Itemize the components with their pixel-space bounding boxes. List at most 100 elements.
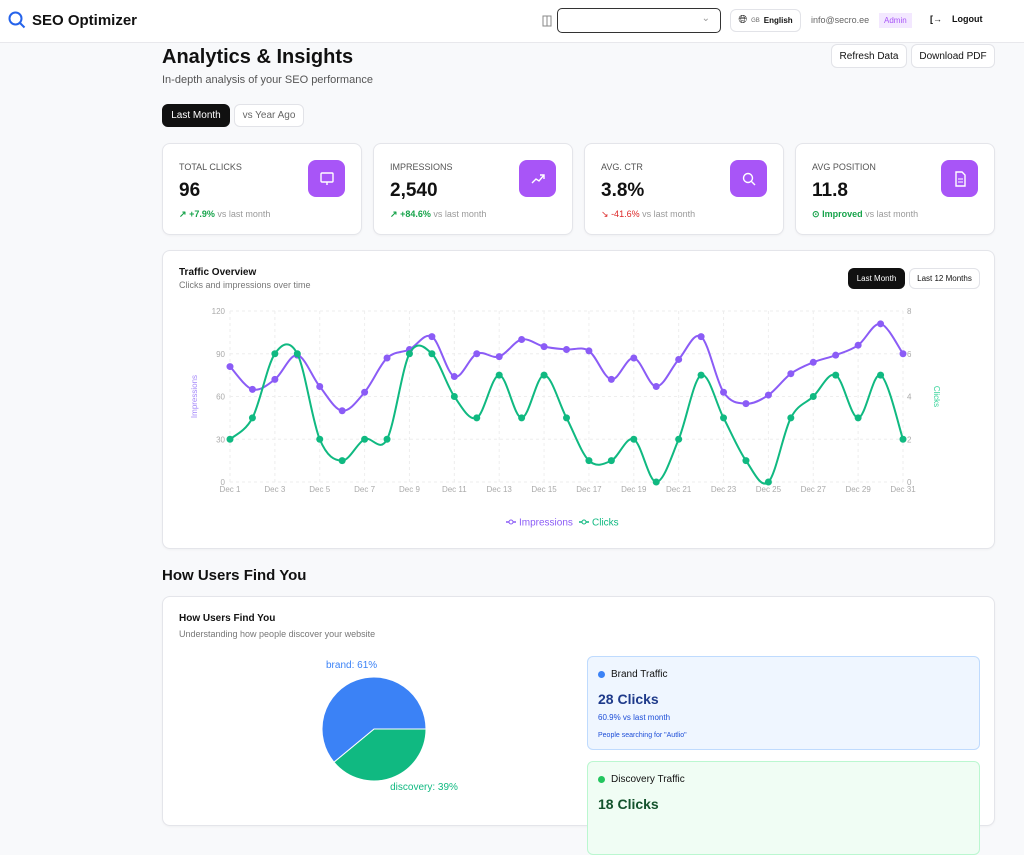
x-tick: Dec 11: [442, 485, 467, 494]
language-button[interactable]: 🌐︎ GB English: [730, 9, 801, 32]
data-point-impressions[interactable]: [563, 345, 570, 353]
data-point-clicks[interactable]: [316, 435, 324, 443]
data-point-clicks[interactable]: [540, 371, 548, 379]
data-point-clicks[interactable]: [675, 435, 683, 443]
data-point-impressions[interactable]: [854, 341, 862, 349]
range-last-12-months[interactable]: Last 12 Months: [909, 268, 980, 289]
stat-change: -41.6%: [611, 209, 640, 219]
stat-label: TOTAL CLICKS: [179, 162, 242, 172]
data-point-clicks[interactable]: [563, 414, 570, 422]
stat-change: +84.6%: [400, 209, 431, 219]
pie-slice-discovery[interactable]: [333, 728, 427, 782]
data-point-impressions[interactable]: [428, 333, 436, 341]
sources-card: How Users Find You Understanding how peo…: [162, 596, 995, 855]
data-point-clicks[interactable]: [338, 457, 346, 465]
data-point-impressions[interactable]: [518, 336, 526, 343]
download-pdf-button[interactable]: Download PDF: [911, 44, 995, 68]
data-point-impressions[interactable]: [473, 350, 481, 358]
data-point-impressions[interactable]: [652, 383, 660, 391]
data-point-clicks[interactable]: [877, 371, 885, 379]
data-point-clicks[interactable]: [854, 414, 862, 422]
x-tick: Dec 3: [264, 485, 285, 494]
data-point-impressions[interactable]: [607, 375, 615, 383]
data-point-clicks[interactable]: [271, 350, 279, 358]
pie-label-brand: brand: 61%: [326, 660, 377, 671]
logout-button[interactable]: [→ Logout: [930, 14, 983, 24]
data-point-impressions[interactable]: [877, 320, 885, 328]
data-point-impressions[interactable]: [787, 370, 795, 378]
data-point-impressions[interactable]: [899, 350, 907, 358]
data-point-clicks[interactable]: [720, 414, 728, 422]
legend-dot: [508, 519, 514, 525]
data-point-clicks[interactable]: [585, 457, 593, 465]
y-left-tick: 120: [212, 307, 226, 316]
data-point-clicks[interactable]: [473, 414, 481, 422]
data-point-clicks[interactable]: [630, 435, 638, 443]
y-right-tick: 2: [907, 435, 912, 444]
data-point-impressions[interactable]: [361, 388, 369, 396]
range-last-month[interactable]: Last Month: [848, 268, 905, 289]
trend-up-icon: ↗: [390, 209, 398, 219]
data-point-clicks[interactable]: [764, 478, 772, 486]
data-point-impressions[interactable]: [540, 343, 548, 351]
data-point-impressions[interactable]: [742, 400, 750, 408]
data-point-clicks[interactable]: [405, 350, 413, 358]
data-point-clicks[interactable]: [652, 478, 660, 486]
language-label: English: [763, 16, 793, 25]
data-point-clicks[interactable]: [809, 393, 817, 400]
pie-slice-brand[interactable]: [321, 676, 427, 763]
x-tick: Dec 17: [576, 485, 602, 494]
y-left-tick: 30: [216, 435, 225, 444]
legend-label[interactable]: Impressions: [519, 518, 573, 529]
search-logo-icon: [8, 11, 26, 29]
data-point-clicks[interactable]: [899, 435, 907, 443]
data-point-impressions[interactable]: [338, 407, 346, 415]
app-logo[interactable]: SEO Optimizer: [8, 11, 137, 29]
data-point-clicks[interactable]: [832, 371, 840, 379]
sources-title: How Users Find You: [179, 613, 276, 624]
data-point-impressions[interactable]: [248, 385, 256, 393]
data-point-clicks[interactable]: [787, 414, 795, 422]
refresh-data-button[interactable]: Refresh Data: [831, 44, 907, 68]
data-point-clicks[interactable]: [248, 414, 256, 422]
y-right-label: Clicks: [932, 386, 941, 407]
data-point-impressions[interactable]: [809, 358, 817, 366]
data-point-impressions[interactable]: [585, 347, 593, 355]
data-point-clicks[interactable]: [428, 350, 436, 358]
data-point-impressions[interactable]: [271, 375, 279, 383]
brand-change: 60.9% vs last month: [598, 713, 671, 722]
data-point-clicks[interactable]: [697, 371, 705, 379]
data-point-clicks[interactable]: [293, 350, 301, 358]
data-point-impressions[interactable]: [764, 391, 772, 399]
data-point-impressions[interactable]: [495, 353, 503, 361]
data-point-clicks[interactable]: [495, 371, 503, 379]
data-point-impressions[interactable]: [226, 363, 234, 371]
data-point-impressions[interactable]: [720, 388, 728, 396]
site-select[interactable]: ⌄: [557, 8, 721, 33]
data-point-clicks[interactable]: [361, 435, 369, 443]
legend-label[interactable]: Clicks: [592, 518, 619, 529]
stat-value: 11.8: [812, 180, 848, 201]
period-vs-year-ago[interactable]: vs Year Ago: [234, 104, 304, 127]
data-point-impressions[interactable]: [630, 354, 638, 362]
data-point-clicks[interactable]: [383, 435, 391, 443]
data-point-impressions[interactable]: [697, 333, 705, 341]
data-point-impressions[interactable]: [832, 351, 840, 359]
data-point-clicks[interactable]: [518, 414, 526, 422]
data-point-clicks[interactable]: [450, 393, 458, 400]
sources-subtitle: Understanding how people discover your w…: [179, 629, 376, 639]
data-point-impressions[interactable]: [675, 355, 683, 363]
data-point-clicks[interactable]: [226, 435, 234, 443]
period-last-month[interactable]: Last Month: [162, 104, 230, 127]
data-point-impressions[interactable]: [450, 373, 458, 381]
stat-value: 3.8%: [601, 180, 645, 201]
y-right-tick: 6: [907, 350, 912, 359]
data-point-impressions[interactable]: [383, 354, 391, 362]
stat-change-suffix: vs last month: [642, 209, 696, 219]
data-point-impressions[interactable]: [316, 383, 324, 391]
data-point-clicks[interactable]: [742, 457, 750, 465]
stat-change-suffix: vs last month: [217, 209, 271, 219]
x-tick: Dec 7: [354, 485, 375, 494]
data-point-clicks[interactable]: [607, 457, 615, 465]
legend-dot: [581, 519, 587, 525]
